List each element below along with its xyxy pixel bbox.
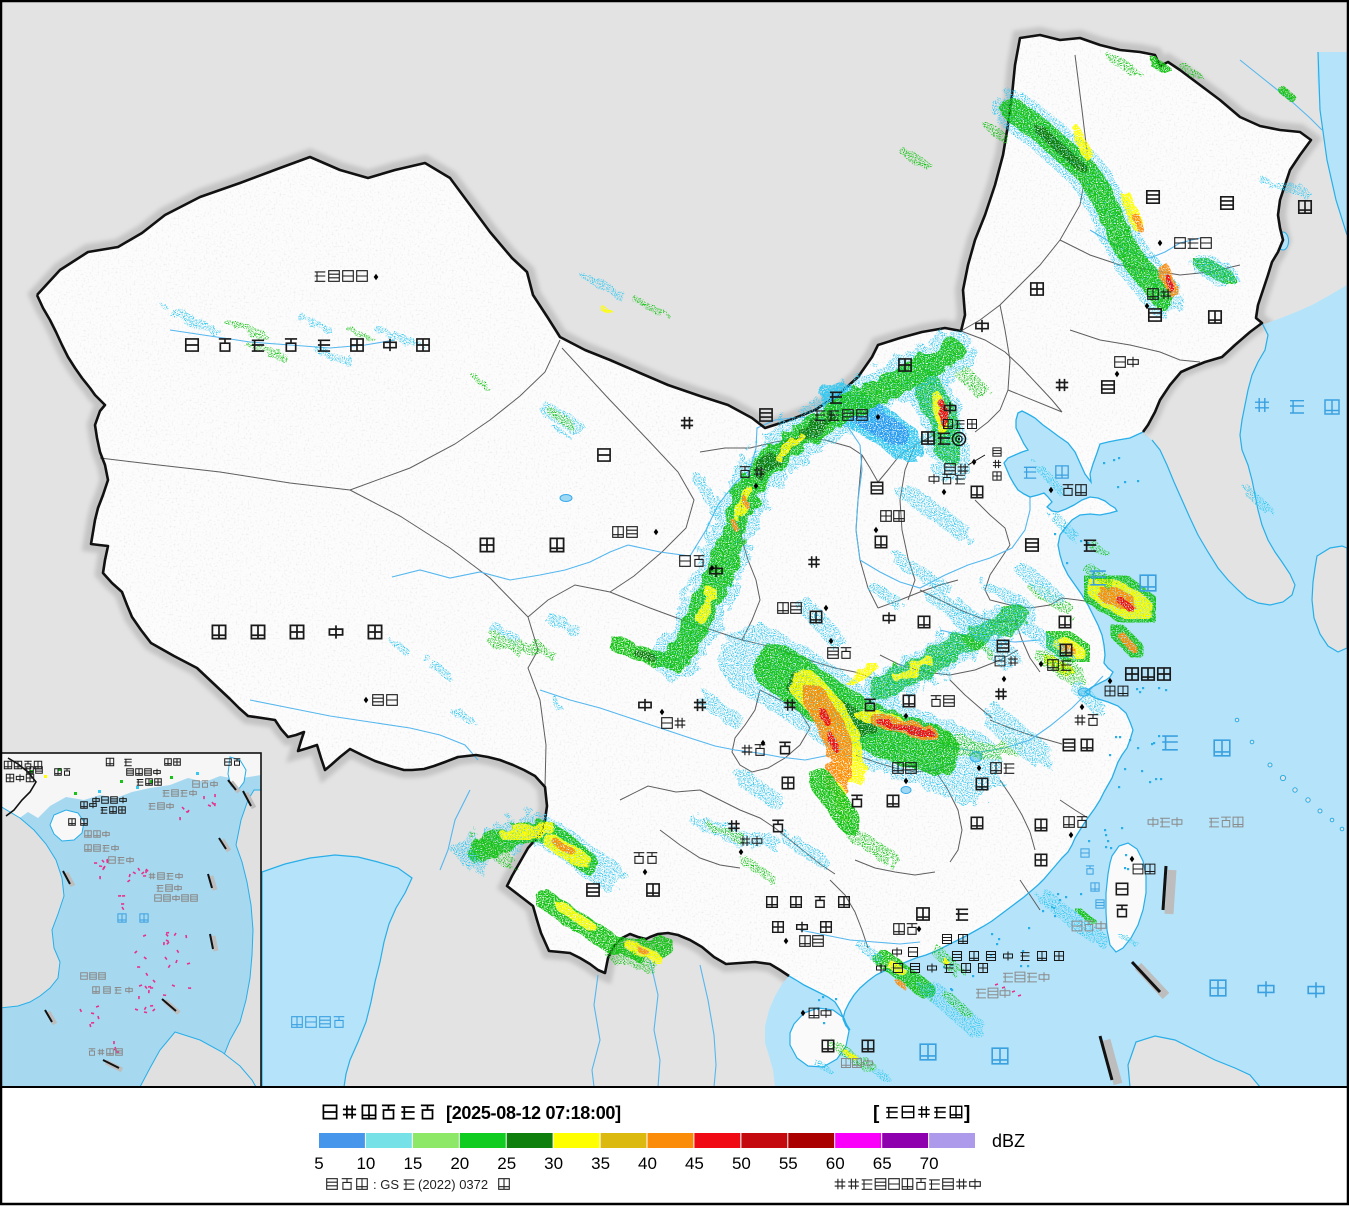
svg-text:dBZ: dBZ — [992, 1131, 1025, 1151]
svg-text:65: 65 — [873, 1154, 892, 1173]
svg-text:35: 35 — [591, 1154, 610, 1173]
svg-text:[: [ — [873, 1103, 880, 1124]
svg-text:: GS: : GS — [373, 1177, 399, 1192]
svg-text:70: 70 — [920, 1154, 939, 1173]
svg-text:10: 10 — [356, 1154, 375, 1173]
svg-text:25: 25 — [497, 1154, 516, 1173]
svg-text:[2025-08-12 07:18:00]: [2025-08-12 07:18:00] — [446, 1103, 621, 1123]
svg-text:50: 50 — [732, 1154, 751, 1173]
svg-text:15: 15 — [403, 1154, 422, 1173]
svg-text:20: 20 — [450, 1154, 469, 1173]
svg-text:5: 5 — [314, 1154, 323, 1173]
svg-text:(2022) 0372: (2022) 0372 — [418, 1177, 488, 1192]
svg-text:30: 30 — [544, 1154, 563, 1173]
svg-text:45: 45 — [685, 1154, 704, 1173]
svg-text:]: ] — [964, 1103, 970, 1124]
svg-text:60: 60 — [826, 1154, 845, 1173]
svg-text:40: 40 — [638, 1154, 657, 1173]
svg-text:55: 55 — [779, 1154, 798, 1173]
